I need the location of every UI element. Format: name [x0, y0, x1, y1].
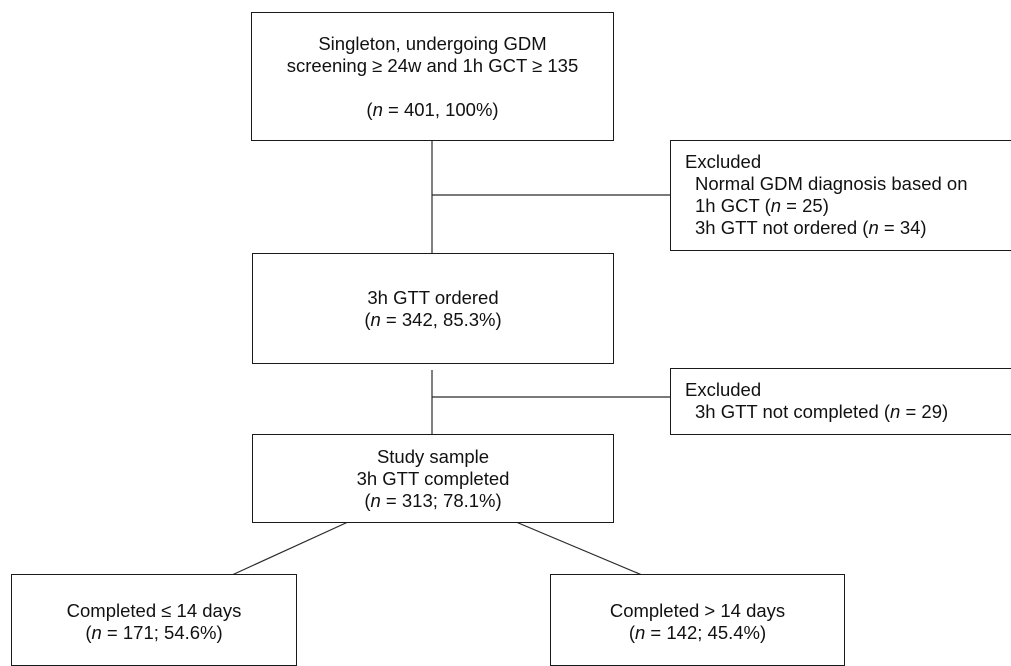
- completed-after-14-days-label: Completed > 14 days: [609, 600, 786, 621]
- study-sample-subtitle: 3h GTT completed: [356, 467, 510, 489]
- eligibility-box: Singleton, undergoing GDM screening ≥ 24…: [251, 12, 614, 141]
- completed-within-14-days-box: Completed ≤ 14 days (n = 171; 54.6%): [11, 574, 297, 666]
- completed-after-14-days-box: Completed > 14 days (n = 142; 45.4%): [550, 574, 845, 666]
- connector-sample-to-left-leaf: [231, 521, 349, 576]
- eligibility-line2: screening ≥ 24w and 1h GCT ≥ 135: [286, 54, 579, 76]
- exclusion-box-2: Excluded 3h GTT not completed (n = 29): [670, 368, 1011, 435]
- study-sample-box: Study sample 3h GTT completed (n = 313; …: [252, 434, 614, 523]
- exclusion-1-reason-1-count: 1h GCT (n = 25): [695, 195, 829, 216]
- completed-after-14-days-count: (n = 142; 45.4%): [628, 622, 767, 643]
- exclusion-1-heading: Excluded: [685, 151, 762, 172]
- completed-within-14-days-count: (n = 171; 54.6%): [85, 622, 223, 643]
- eligibility-line1: Singleton, undergoing GDM: [318, 32, 547, 54]
- study-sample-title: Study sample: [376, 445, 490, 467]
- study-sample-count: (n = 313; 78.1%): [364, 489, 502, 511]
- gtt-ordered-count: (n = 342, 85.3%): [364, 308, 502, 330]
- exclusion-2-heading: Excluded: [685, 379, 762, 400]
- eligibility-count: (n = 401, 100%): [366, 98, 499, 120]
- exclusion-2-reason: 3h GTT not completed (n = 29): [695, 401, 949, 422]
- exclusion-1-reason-1: Normal GDM diagnosis based on: [695, 173, 968, 194]
- gtt-ordered-box: 3h GTT ordered (n = 342, 85.3%): [252, 253, 614, 364]
- exclusion-1-reason-2: 3h GTT not ordered (n = 34): [695, 217, 927, 238]
- exclusion-box-1: Excluded Normal GDM diagnosis based on 1…: [670, 140, 1011, 251]
- completed-within-14-days-label: Completed ≤ 14 days: [66, 600, 242, 621]
- gtt-ordered-label: 3h GTT ordered: [367, 286, 499, 308]
- connector-sample-to-right-leaf: [515, 521, 643, 576]
